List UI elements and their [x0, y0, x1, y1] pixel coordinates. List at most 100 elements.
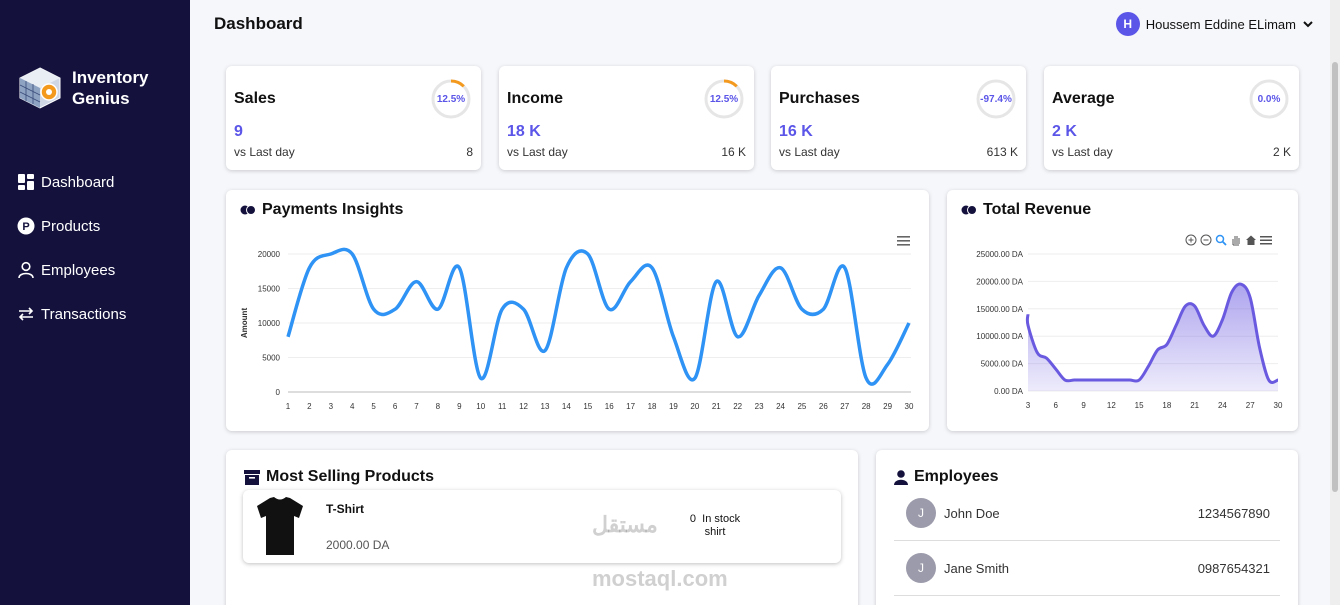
panel-title: Payments Insights [240, 201, 403, 219]
swap-icon [18, 307, 34, 321]
series-line [1025, 282, 1279, 384]
sidebar-item-products[interactable]: P Products [0, 204, 190, 248]
stock-label: In stock [702, 513, 741, 525]
employees-card: Employees J John Doe 1234567890 J Jane S… [876, 450, 1298, 605]
product-name: T-Shirt [326, 502, 364, 516]
progress-ring: 12.5% [430, 78, 472, 120]
x-tick-label: 27 [840, 402, 849, 411]
x-tick-label: 27 [1246, 401, 1255, 410]
total-revenue-card: Total Revenue 0.00 DA 5000.00 DA 10000.00 … [947, 190, 1298, 431]
watermark-latin: mostaql.com [592, 566, 728, 591]
revenue-title: Total Revenue [983, 201, 1092, 218]
x-tick-label: 21 [1190, 401, 1199, 410]
stat-previous: 16 K [721, 145, 746, 159]
menu-icon[interactable] [1260, 234, 1272, 246]
employee-row[interactable]: J John Doe 1234567890 [894, 486, 1280, 541]
employee-row[interactable]: J Jane Smith 0987654321 [894, 541, 1280, 596]
grid-icon [18, 174, 34, 190]
x-tick-label: 4 [350, 402, 355, 411]
sidebar-nav: Dashboard P Products Employees Transacti… [0, 160, 190, 336]
p-circle-icon: P [17, 217, 35, 235]
x-tick-label: 9 [457, 402, 462, 411]
stat-percent: -97.4% [980, 93, 1012, 105]
x-tick-label: 30 [905, 402, 914, 411]
stat-card-sales: Sales 12.5% 9 vs Last day 8 [226, 66, 481, 170]
series-line [286, 247, 911, 386]
x-tick-label: 3 [1026, 401, 1031, 410]
y-tick-label: 10000 [258, 319, 281, 328]
sidebar: Inventory Genius Dashboard P Products Em… [0, 0, 190, 605]
x-tick-label: 6 [393, 402, 398, 411]
x-tick-label: 16 [605, 402, 614, 411]
x-tick-label: 24 [1218, 401, 1227, 410]
x-tick-label: 30 [1274, 401, 1283, 410]
pan-hand-icon[interactable] [1230, 234, 1242, 246]
avatar: H [1115, 12, 1140, 36]
user-menu[interactable]: H Houssem Eddine ELimam [1115, 12, 1314, 36]
cube-gear-logo [19, 67, 61, 109]
stat-percent: 0.0% [1257, 93, 1281, 105]
x-tick-label: 3 [329, 402, 334, 411]
coins-icon [961, 205, 977, 215]
x-tick-label: 29 [883, 402, 892, 411]
x-tick-label: 18 [1162, 401, 1171, 410]
stat-percent: 12.5% [709, 93, 739, 105]
employee-name: Jane Smith [944, 560, 1010, 576]
most-selling-title: Most Selling Products [266, 468, 435, 485]
x-tick-label: 14 [562, 402, 571, 411]
progress-ring: 12.5% [703, 78, 745, 120]
zoom-in-icon[interactable] [1185, 234, 1197, 246]
coins-icon [240, 205, 256, 215]
sidebar-item-label: Employees [41, 261, 116, 279]
svg-text:P: P [22, 221, 29, 233]
series-area [1027, 283, 1278, 391]
x-tick-label: 17 [626, 402, 635, 411]
scrollbar[interactable] [1330, 0, 1340, 605]
employees-title: Employees [914, 468, 999, 485]
x-tick-label: 6 [1054, 401, 1059, 410]
x-tick-label: 15 [583, 402, 592, 411]
stat-compare-label: vs Last day [1052, 145, 1113, 159]
home-icon[interactable] [1245, 234, 1257, 246]
sidebar-item-transactions[interactable]: Transactions [0, 292, 190, 336]
panel-title: Total Revenue [961, 201, 1091, 219]
stat-previous: 613 K [986, 145, 1018, 159]
x-tick-label: 8 [436, 402, 441, 411]
brand[interactable]: Inventory Genius [16, 66, 162, 110]
product-card[interactable]: T-Shirt 2000.00 DA 0 In stock shirt [243, 490, 841, 563]
y-tick-label: 15000.00 DA [976, 305, 1023, 314]
magnifier-icon[interactable] [1215, 234, 1227, 246]
sidebar-item-label: Products [41, 217, 101, 235]
employee-phone: 1234567890 [1197, 505, 1270, 521]
sidebar-item-label: Transactions [41, 305, 127, 323]
user-solid-icon [894, 469, 908, 485]
zoom-out-icon[interactable] [1200, 234, 1212, 246]
x-tick-label: 9 [1081, 401, 1086, 410]
x-tick-label: 22 [733, 402, 742, 411]
stock-status: 0 In stock shirt [675, 513, 755, 539]
y-tick-label: 20000.00 DA [976, 277, 1023, 286]
menu-icon[interactable] [897, 236, 910, 246]
x-tick-label: 12 [519, 402, 528, 411]
chart-toolbar [1185, 234, 1272, 246]
sidebar-item-dashboard[interactable]: Dashboard [0, 160, 190, 204]
revenue-chart: 0.00 DA 5000.00 DA 10000.00 DA 15000.00 DA 2… [976, 250, 1283, 410]
employee-phone: 0987654321 [1197, 560, 1270, 576]
employee-name: John Doe [944, 505, 1000, 521]
brand-name: Inventory Genius [72, 68, 149, 108]
progress-ring: -97.4% [975, 78, 1017, 120]
stat-value: 2 K [1052, 123, 1077, 140]
stock-label-2: shirt [704, 526, 726, 538]
x-tick-label: 12 [1107, 401, 1116, 410]
tshirt-image [257, 497, 303, 555]
stat-compare-label: vs Last day [507, 145, 568, 159]
avatar: J [906, 498, 936, 528]
x-tick-label: 7 [414, 402, 419, 411]
x-tick-label: 26 [819, 402, 828, 411]
stat-compare-label: vs Last day [234, 145, 295, 159]
scrollbar-thumb[interactable] [1332, 62, 1338, 492]
x-tick-label: 18 [648, 402, 657, 411]
sidebar-item-employees[interactable]: Employees [0, 248, 190, 292]
stat-name: Sales [234, 90, 276, 107]
payments-title: Payments Insights [262, 201, 404, 218]
